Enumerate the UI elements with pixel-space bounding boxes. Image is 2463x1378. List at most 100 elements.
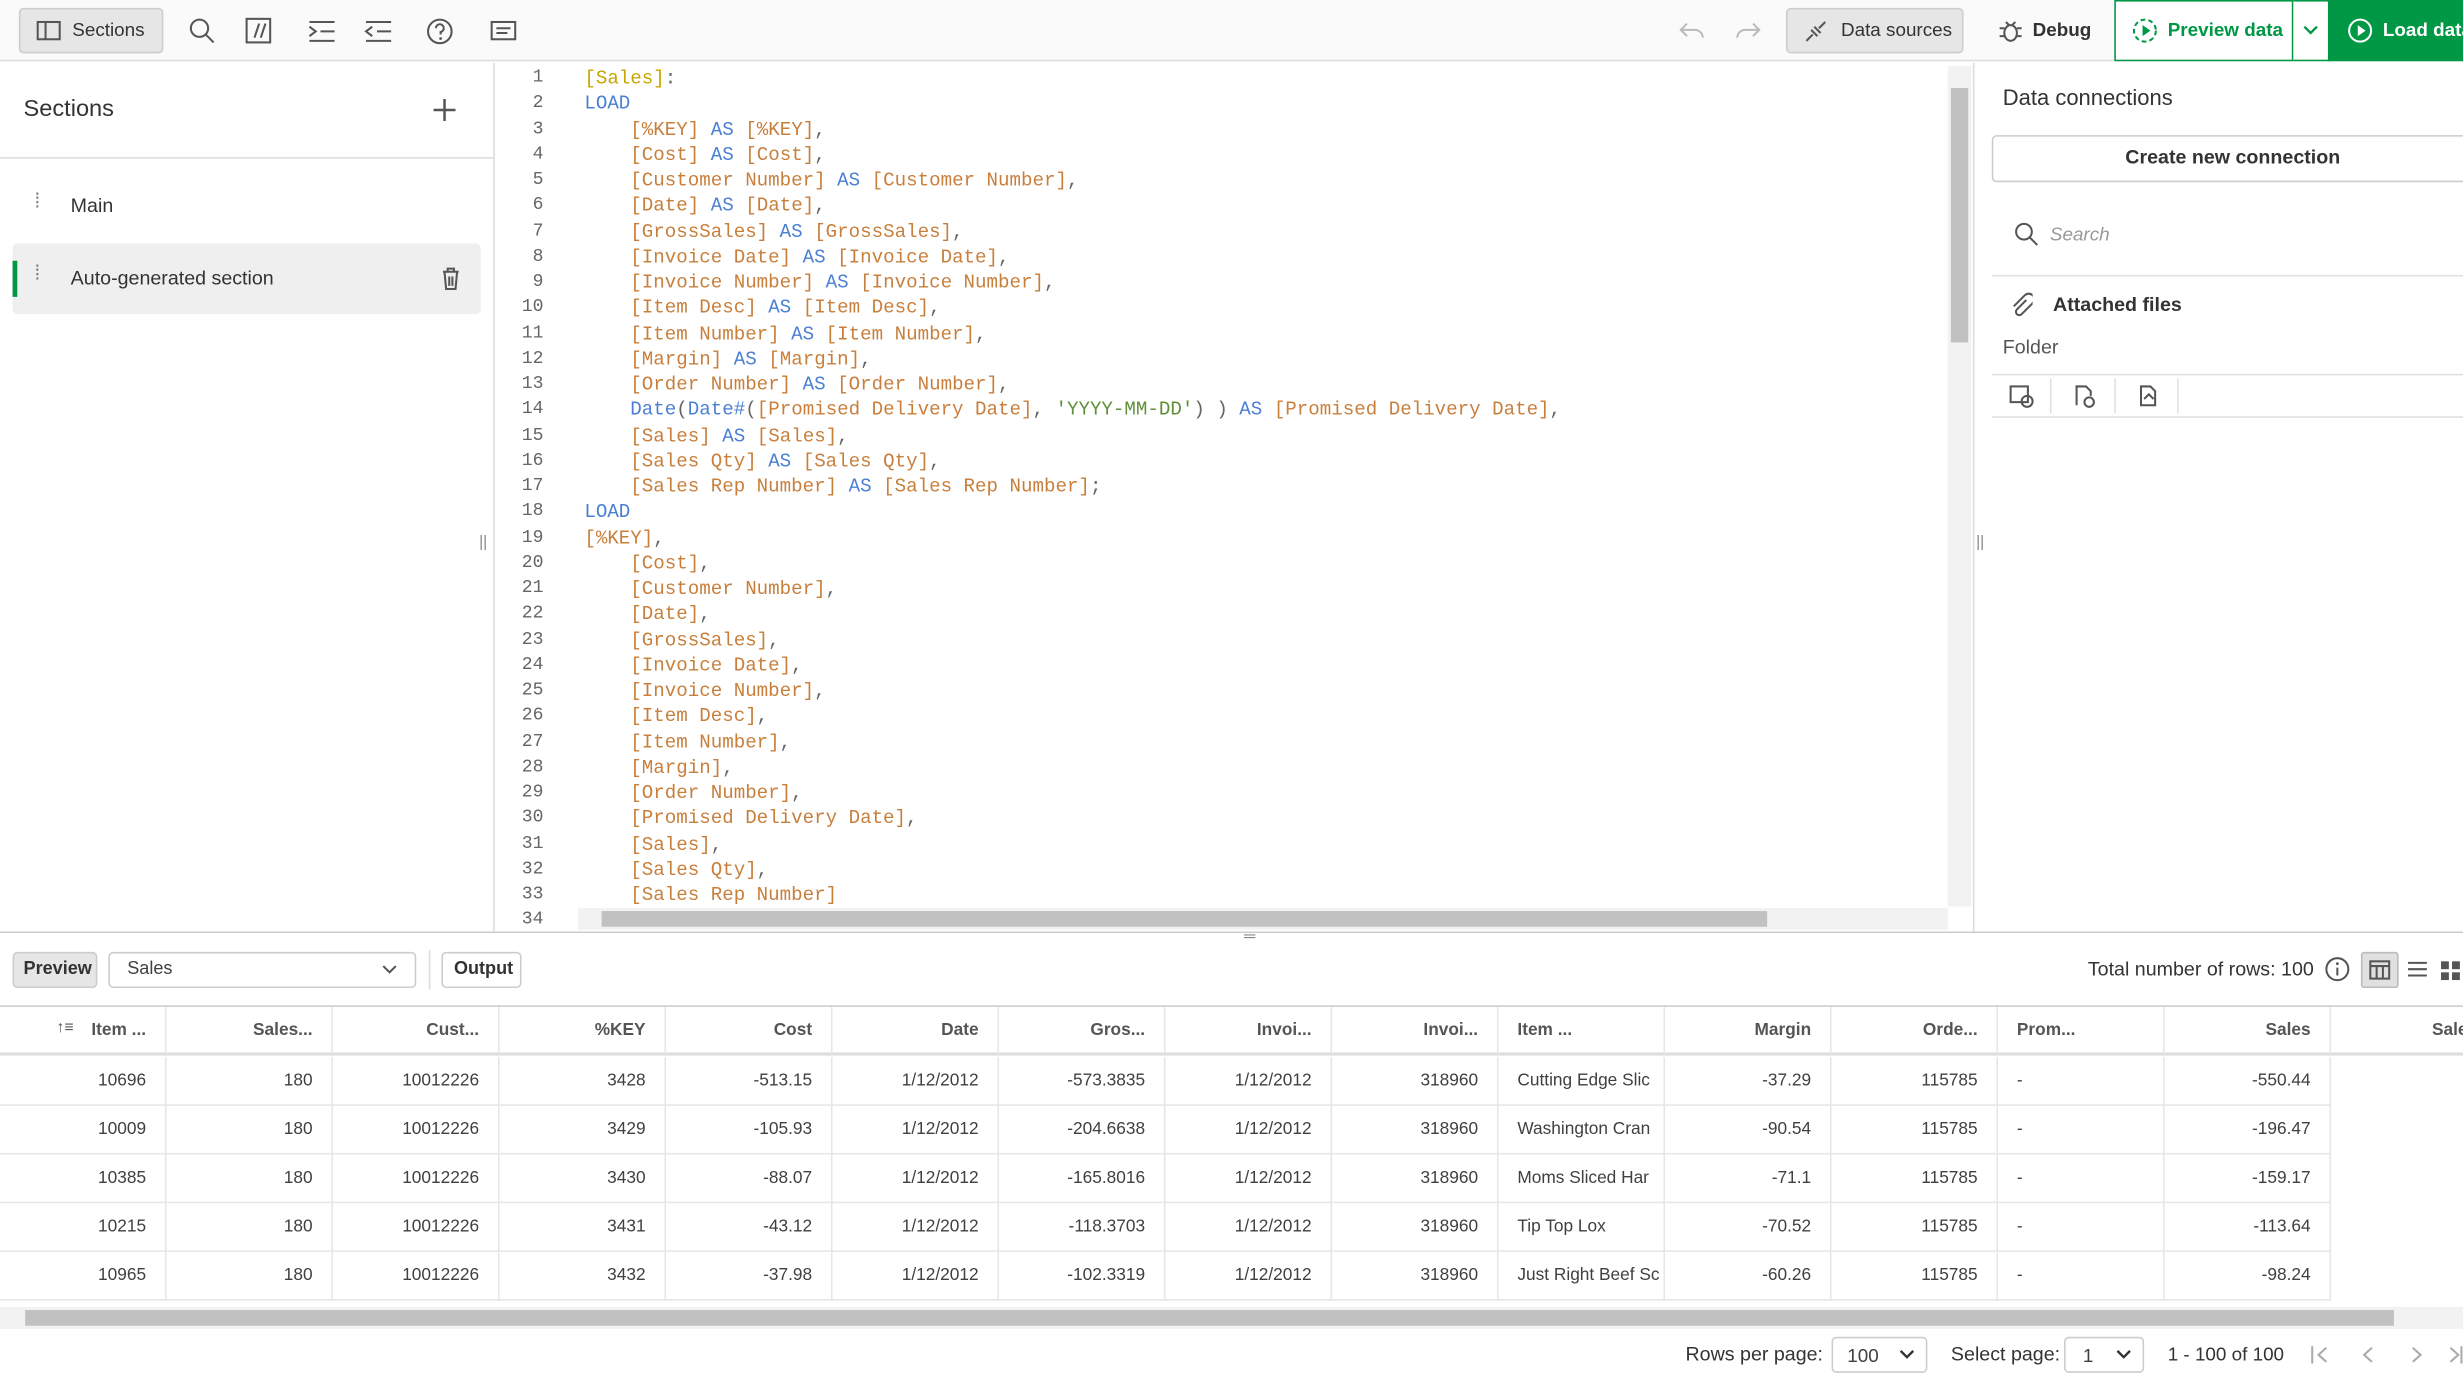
grid-view-icon[interactable]: [2439, 960, 2463, 981]
section-item[interactable]: Main: [70, 194, 114, 217]
icon-separator: [2177, 378, 2179, 414]
attach-icon: [2013, 292, 2033, 317]
line-number: 30: [521, 807, 544, 829]
keyboard-icon[interactable]: [490, 20, 517, 41]
rows-per-page-select[interactable]: [1831, 1336, 1928, 1373]
line-number: 28: [521, 756, 544, 778]
select-data-icon[interactable]: [2009, 383, 2034, 408]
icon-separator: [2114, 378, 2116, 414]
table-cell: 180: [166, 1057, 334, 1106]
trash-icon[interactable]: [441, 267, 460, 291]
first-page-icon[interactable]: [2311, 1346, 2330, 1364]
column-header[interactable]: Date: [832, 1006, 1000, 1056]
toolbar: [0, 0, 2463, 62]
output-button-label: Output: [453, 959, 514, 979]
sort-icon[interactable]: ↑≡: [56, 1019, 74, 1037]
table-cell: 3432: [499, 1251, 667, 1301]
load-data-button[interactable]: [2329, 0, 2463, 62]
line-number: 31: [521, 833, 544, 854]
table-cell: 115785: [1831, 1203, 1999, 1252]
table-h-scroll-thumb[interactable]: [25, 1310, 2394, 1326]
data-connections-panel: [1972, 62, 2463, 932]
load-file-icon[interactable]: [2072, 383, 2097, 408]
code-line: [Invoice Date],: [630, 654, 803, 677]
search-input[interactable]: Search: [2049, 223, 2110, 246]
preview-button[interactable]: [12, 951, 98, 989]
line-number: 16: [521, 450, 544, 471]
comment-icon[interactable]: [245, 17, 273, 45]
table-cell: 1/12/2012: [832, 1105, 1000, 1155]
code-line: [Customer Number],: [630, 578, 838, 601]
column-header[interactable]: Invoi...: [1332, 1006, 1499, 1056]
line-number: 20: [521, 552, 544, 573]
code-line: LOAD: [584, 501, 631, 524]
next-page-icon[interactable]: [2408, 1346, 2424, 1363]
panel-resize-handle[interactable]: ||: [1976, 534, 1985, 552]
table-cell: 318960: [1332, 1203, 1499, 1252]
code-line: [Margin],: [630, 756, 734, 779]
column-header[interactable]: %KEY: [499, 1006, 667, 1056]
sections-button[interactable]: [18, 7, 164, 54]
column-header[interactable]: Invoi...: [1165, 1006, 1333, 1056]
column-header[interactable]: Gros...: [999, 1006, 1166, 1056]
column-header[interactable]: Sales: [2164, 1006, 2332, 1056]
table-cell: 10696: [0, 1057, 167, 1106]
file-details-icon[interactable]: [2136, 383, 2161, 408]
column-header[interactable]: Sales: [2331, 1007, 2463, 1056]
table-select-value: Sales: [127, 959, 173, 979]
v-scrollbar-thumb[interactable]: [1950, 87, 1969, 343]
line-number: 26: [521, 705, 544, 727]
line-number: 25: [521, 680, 544, 701]
table-cell: Cutting Edge Slic: [1498, 1057, 1666, 1106]
page-select[interactable]: [2064, 1336, 2145, 1373]
code-line: [Item Desc] AS [Item Desc],: [630, 297, 941, 320]
column-header[interactable]: Margin: [1665, 1006, 1832, 1056]
redo-icon[interactable]: [1736, 19, 1761, 41]
last-page-icon[interactable]: [2447, 1346, 2463, 1364]
column-header[interactable]: Prom...: [1998, 1006, 2165, 1056]
column-header[interactable]: Item ...: [0, 1006, 167, 1056]
table-cell: 115785: [1831, 1057, 1999, 1106]
add-section-icon[interactable]: [433, 98, 456, 121]
list-view-icon[interactable]: [2406, 960, 2428, 980]
section-item[interactable]: Auto-generated section: [70, 267, 274, 290]
table-cell: 180: [166, 1203, 334, 1252]
line-number: 10: [521, 297, 544, 318]
code-line: [Sales]:: [584, 67, 677, 90]
column-header[interactable]: Item ...: [1498, 1006, 1666, 1056]
output-button[interactable]: [441, 951, 522, 989]
outdent-icon[interactable]: [364, 19, 392, 44]
table-cell: -204.6638: [999, 1105, 1166, 1155]
table-cell: 1/12/2012: [1165, 1105, 1333, 1155]
table-cell: -165.8016: [999, 1154, 1166, 1204]
table-cell: -118.3703: [999, 1203, 1166, 1252]
column-header[interactable]: Orde...: [1831, 1006, 1999, 1056]
line-number: 15: [521, 424, 544, 446]
column-header[interactable]: Sales...: [166, 1006, 334, 1056]
h-scrollbar-thumb[interactable]: [601, 911, 1768, 927]
code-line: [Invoice Date] AS [Invoice Date],: [630, 246, 1010, 269]
prev-page-icon[interactable]: [2361, 1346, 2377, 1363]
panel-resize-handle[interactable]: ||: [479, 534, 488, 552]
view-toggle-active[interactable]: [2360, 951, 2399, 989]
debug-label[interactable]: Debug: [2032, 18, 2092, 41]
line-number: 8: [532, 246, 544, 267]
column-header[interactable]: Cost: [666, 1006, 833, 1056]
data-sources-button[interactable]: [1785, 7, 1964, 54]
table-cell: -550.44: [2164, 1057, 2332, 1106]
divider: [1991, 416, 2463, 418]
line-number: 32: [521, 858, 544, 880]
info-icon[interactable]: [2325, 957, 2350, 982]
sections-icon: [36, 20, 61, 41]
column-header[interactable]: Cust...: [333, 1006, 500, 1056]
table-cell: 318960: [1332, 1057, 1499, 1106]
preview-resize-handle[interactable]: ═: [1244, 928, 1256, 946]
create-connection-button[interactable]: [1991, 135, 2463, 183]
table-cell: -37.98: [666, 1251, 833, 1301]
indent-icon[interactable]: [308, 19, 336, 44]
help-icon[interactable]: [426, 17, 454, 45]
undo-icon[interactable]: [1679, 19, 1704, 41]
search-icon[interactable]: [188, 17, 216, 45]
table-select[interactable]: [108, 951, 417, 989]
